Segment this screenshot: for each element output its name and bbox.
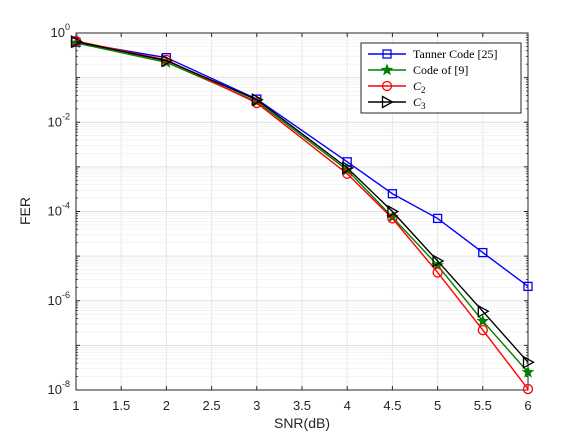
legend-marker xyxy=(381,80,393,92)
data-point xyxy=(432,254,445,268)
y-tick-label: 10-4 xyxy=(48,201,70,219)
data-point xyxy=(522,383,534,395)
data-point xyxy=(161,54,174,68)
legend-label: Tanner Code [25] xyxy=(413,47,497,61)
data-point xyxy=(478,247,488,258)
legend-label: C2 xyxy=(413,79,426,95)
x-axis-label: SNR(dB) xyxy=(274,415,330,431)
series-line xyxy=(75,41,529,287)
y-tick-label: 10-8 xyxy=(48,379,70,397)
data-point xyxy=(521,365,535,378)
y-axis-label: FER xyxy=(17,197,33,225)
data-point xyxy=(523,281,533,292)
series-lines xyxy=(69,35,535,395)
series-line xyxy=(75,42,529,373)
data-point xyxy=(477,304,490,318)
axis-ticks: 1 1.5 2 2.5 3 3.5 4 4.5 5 5.5 6 10-8 10-6 10-4 10-2 100 xyxy=(48,22,532,413)
data-point xyxy=(522,355,535,369)
legend-marker xyxy=(381,95,394,109)
x-tick-label: 3 xyxy=(253,398,260,413)
y-tick-label: 10-6 xyxy=(48,290,70,308)
x-tick-label: 2 xyxy=(163,398,170,413)
data-point xyxy=(477,324,488,336)
data-point xyxy=(387,189,398,199)
data-point xyxy=(432,267,443,278)
data-point xyxy=(342,161,355,175)
x-tick-label: 2.5 xyxy=(203,398,221,413)
x-tick-label: 1 xyxy=(72,398,79,413)
legend-entry: Code of [9] xyxy=(368,63,468,77)
x-tick-label: 4.5 xyxy=(383,398,401,413)
x-tick-label: 6 xyxy=(524,398,531,413)
data-point xyxy=(432,213,443,224)
legend-marker xyxy=(382,49,392,59)
x-tick-label: 4 xyxy=(344,398,351,413)
legend-marker xyxy=(380,63,394,76)
legend-entry: C3 xyxy=(368,95,426,111)
data-point xyxy=(70,35,83,49)
data-point xyxy=(251,93,264,107)
data-point xyxy=(387,204,400,219)
legend-label: C3 xyxy=(413,95,426,111)
series-4 xyxy=(70,35,535,369)
x-tick-label: 1.5 xyxy=(112,398,130,413)
legend-label: Code of [9] xyxy=(413,63,468,77)
series-line xyxy=(75,40,529,363)
x-tick-label: 5 xyxy=(434,398,441,413)
y-tick-label: 10-2 xyxy=(48,111,70,129)
x-tick-label: 5.5 xyxy=(474,398,492,413)
legend-entry: Tanner Code [25] xyxy=(368,47,497,61)
y-tick-label: 100 xyxy=(51,22,70,40)
legend-entry: C2 xyxy=(368,79,426,95)
data-point xyxy=(476,314,490,327)
x-tick-label: 3.5 xyxy=(293,398,311,413)
